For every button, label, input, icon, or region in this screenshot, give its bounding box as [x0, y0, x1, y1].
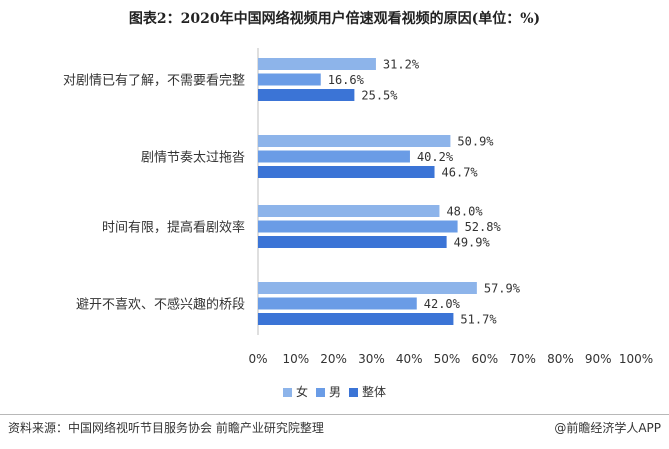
x-tick-label: 30%: [358, 352, 385, 366]
data-label: 57.9%: [484, 282, 521, 296]
bar: [258, 282, 477, 294]
x-tick-label: 50%: [434, 352, 461, 366]
legend-swatch: [349, 388, 358, 397]
x-tick-label: 20%: [320, 352, 347, 366]
bar: [258, 205, 440, 217]
chart-title: 图表2：2020年中国网络视频用户倍速观看视频的原因(单位：%): [128, 11, 541, 27]
data-label: 31.2%: [383, 58, 420, 72]
legend: 女 男 整体: [0, 383, 669, 400]
source-note: 资料来源：中国网络视听节目服务协会 前瞻产业研究院整理: [8, 421, 324, 435]
data-label: 48.0%: [446, 205, 483, 219]
x-tick-label: 90%: [585, 352, 612, 366]
x-tick-label: 70%: [509, 352, 536, 366]
legend-swatch: [282, 388, 292, 397]
data-label: 46.7%: [442, 166, 479, 180]
category-label: 剧情节奏太过拖沓: [141, 151, 245, 166]
x-tick-label: 40%: [396, 352, 423, 366]
x-tick-label: 60%: [471, 352, 498, 366]
bar: [258, 73, 321, 86]
data-label: 25.5%: [361, 89, 398, 103]
data-label: 42.0%: [424, 297, 461, 311]
x-tick-label: 100%: [619, 352, 653, 366]
category-label: 避开不喜欢、不感兴趣的桥段: [76, 297, 245, 313]
bar: [258, 89, 355, 101]
brand-credit: @前瞻经济学人APP: [554, 421, 661, 435]
legend-label: 男: [328, 385, 341, 399]
data-label: 40.2%: [417, 150, 454, 164]
x-tick-label: 80%: [547, 352, 574, 366]
legend-item: 男: [315, 383, 341, 400]
data-label: 50.9%: [457, 135, 494, 149]
data-label: 49.9%: [454, 236, 491, 250]
footer-divider: [0, 414, 669, 415]
category-label: 时间有限，提高看剧效率: [102, 220, 245, 236]
bar: [258, 150, 410, 163]
bar: [258, 297, 417, 310]
x-tick-label: 10%: [282, 352, 309, 366]
legend-swatch: [315, 388, 325, 397]
data-label: 51.7%: [460, 313, 497, 327]
bar: [258, 236, 447, 248]
data-label: 52.8%: [465, 220, 502, 234]
legend-item: 女: [282, 383, 308, 400]
bar: [258, 58, 376, 70]
bar: [258, 166, 435, 178]
x-tick-label: 0%: [248, 352, 267, 366]
bar: [258, 220, 458, 233]
category-label: 对剧情已有了解，不需要看完整: [63, 73, 245, 89]
legend-label: 整体: [362, 385, 387, 399]
bar: [258, 313, 454, 325]
bar-chart: 对剧情已有了解，不需要看完整 31.2% 16.6% 25.5% 剧情节奏太过拖沓 50.…: [63, 48, 653, 366]
legend-label: 女: [295, 385, 308, 399]
bar: [258, 135, 451, 147]
legend-item: 整体: [349, 383, 386, 400]
data-label: 16.6%: [328, 73, 365, 87]
